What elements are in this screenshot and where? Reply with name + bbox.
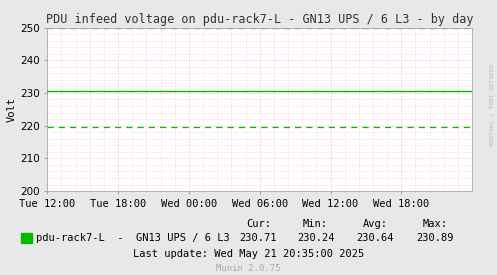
Text: Min:: Min:: [303, 219, 328, 229]
Text: 230.71: 230.71: [240, 233, 277, 243]
Y-axis label: Volt: Volt: [7, 97, 17, 122]
Text: Cur:: Cur:: [246, 219, 271, 229]
Text: 230.64: 230.64: [356, 233, 394, 243]
Text: 230.24: 230.24: [297, 233, 334, 243]
Text: Max:: Max:: [422, 219, 447, 229]
Text: RRDTOOL / TOBI OETIKER: RRDTOOL / TOBI OETIKER: [490, 63, 495, 146]
Title: PDU infeed voltage on pdu-rack7-L - GN13 UPS / 6 L3 - by day: PDU infeed voltage on pdu-rack7-L - GN13…: [46, 13, 474, 26]
Text: Avg:: Avg:: [363, 219, 388, 229]
Text: Last update: Wed May 21 20:35:00 2025: Last update: Wed May 21 20:35:00 2025: [133, 249, 364, 259]
Text: Munin 2.0.75: Munin 2.0.75: [216, 264, 281, 273]
Text: pdu-rack7-L  -  GN13 UPS / 6 L3: pdu-rack7-L - GN13 UPS / 6 L3: [36, 233, 230, 243]
Text: 230.89: 230.89: [416, 233, 454, 243]
